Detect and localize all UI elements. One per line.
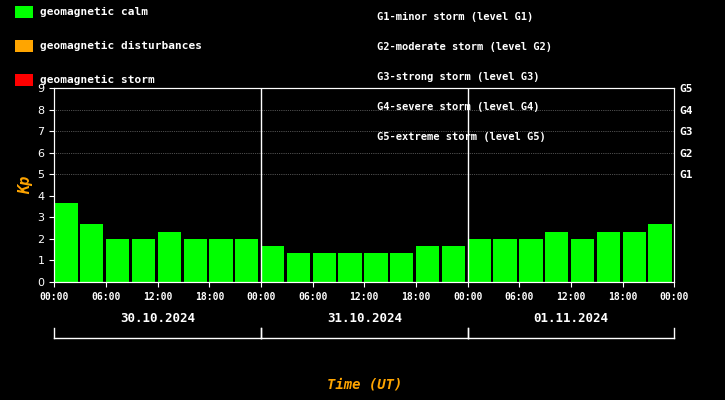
Bar (364, 253, 388, 282)
Text: G1-minor storm (level G1): G1-minor storm (level G1) (377, 12, 534, 22)
Text: G4-severe storm (level G4): G4-severe storm (level G4) (377, 102, 539, 112)
Bar (80, 224, 104, 282)
Text: 31.10.2024: 31.10.2024 (327, 312, 402, 324)
Text: Time (UT): Time (UT) (327, 377, 402, 391)
Bar (571, 239, 594, 282)
Y-axis label: Kp: Kp (18, 176, 33, 194)
Bar (623, 232, 646, 282)
Bar (416, 246, 439, 282)
Text: geomagnetic storm: geomagnetic storm (40, 75, 154, 85)
Bar (261, 246, 284, 282)
Bar (390, 253, 413, 282)
Bar (312, 253, 336, 282)
Bar (157, 232, 181, 282)
Text: geomagnetic calm: geomagnetic calm (40, 7, 148, 17)
Bar (210, 239, 233, 282)
Bar (54, 203, 78, 282)
Text: G5-extreme storm (level G5): G5-extreme storm (level G5) (377, 132, 546, 142)
Bar (648, 224, 671, 282)
Text: G3-strong storm (level G3): G3-strong storm (level G3) (377, 72, 539, 82)
Bar (519, 239, 542, 282)
Text: G2-moderate storm (level G2): G2-moderate storm (level G2) (377, 42, 552, 52)
Text: 01.11.2024: 01.11.2024 (534, 312, 608, 324)
Bar (132, 239, 155, 282)
Bar (597, 232, 620, 282)
Bar (545, 232, 568, 282)
Bar (235, 239, 258, 282)
Text: 30.10.2024: 30.10.2024 (120, 312, 195, 324)
Bar (183, 239, 207, 282)
Bar (494, 239, 517, 282)
Bar (468, 239, 491, 282)
Bar (287, 253, 310, 282)
Bar (442, 246, 465, 282)
Bar (106, 239, 129, 282)
Bar (339, 253, 362, 282)
Text: geomagnetic disturbances: geomagnetic disturbances (40, 41, 202, 51)
